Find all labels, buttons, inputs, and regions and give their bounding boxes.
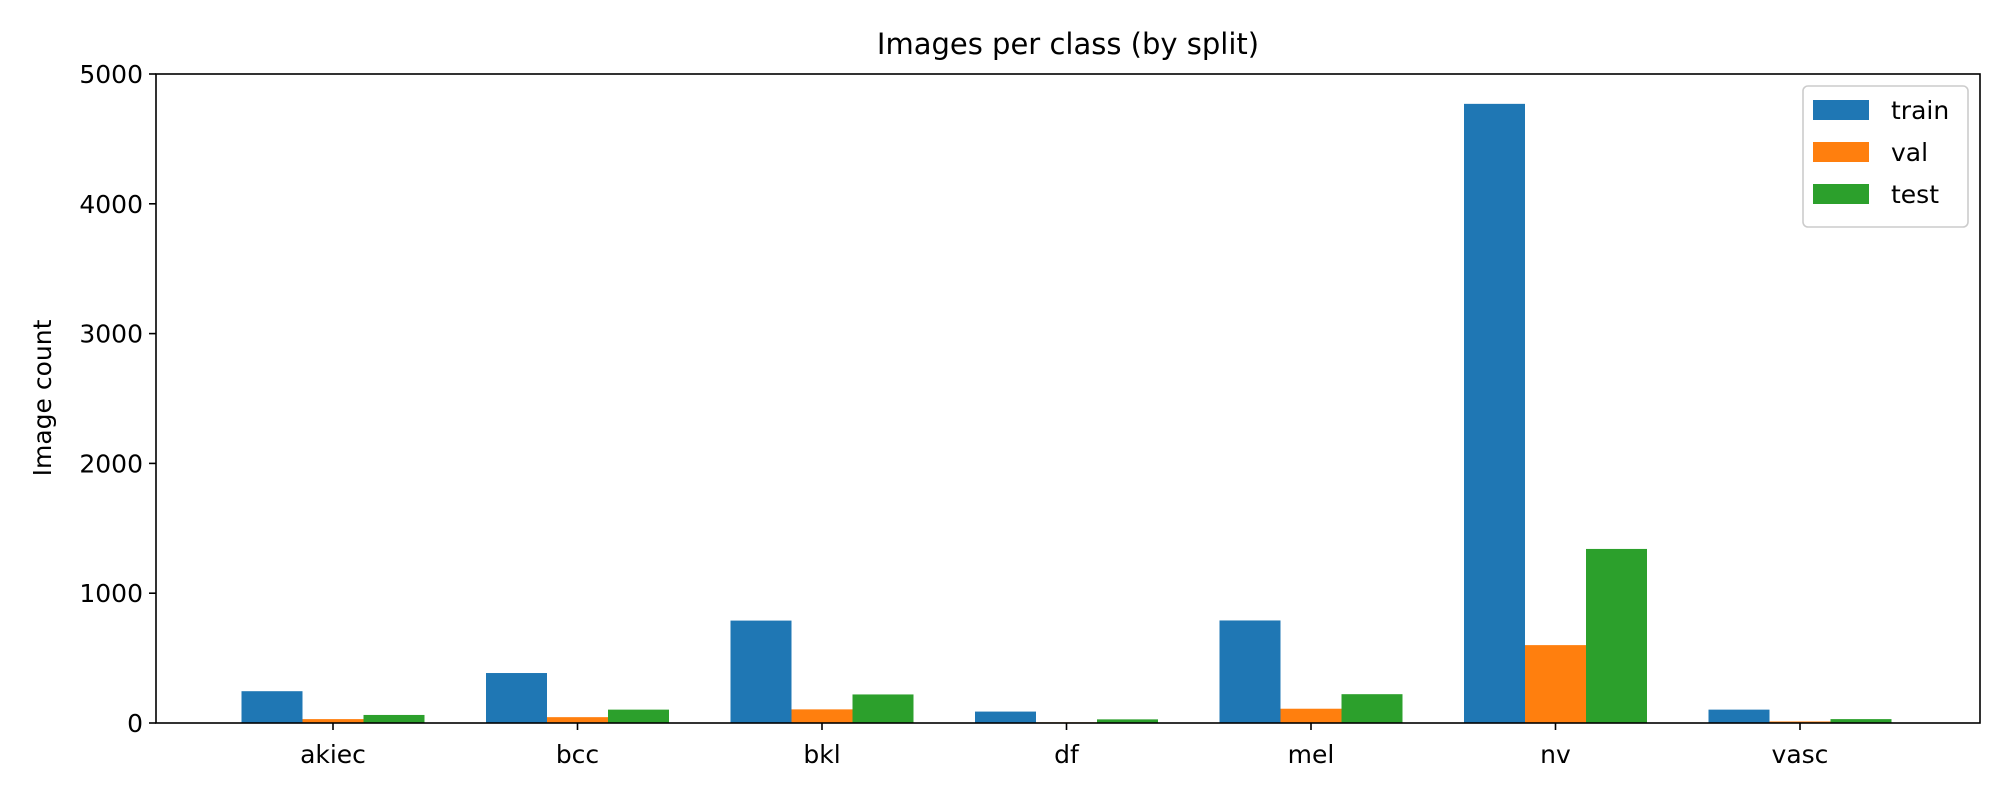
legend-swatch-train bbox=[1813, 100, 1869, 120]
x-tick-label-bcc: bcc bbox=[556, 740, 599, 769]
bar-train-nv bbox=[1464, 103, 1525, 723]
bar-test-akiec bbox=[363, 714, 425, 723]
x-axis: akiec bcc bkl df mel nv vasc bbox=[300, 723, 1828, 769]
y-tick-label: 4000 bbox=[79, 190, 143, 219]
y-tick-label: 0 bbox=[127, 709, 143, 738]
x-tick-label-akiec: akiec bbox=[300, 740, 366, 769]
legend-label-train: train bbox=[1891, 96, 1949, 125]
bar-test-nv bbox=[1586, 548, 1647, 723]
bar-val-bkl bbox=[791, 709, 853, 723]
y-axis-label: Image count bbox=[28, 319, 57, 476]
bar-test-bkl bbox=[852, 694, 914, 723]
legend: train val test bbox=[1802, 85, 1969, 228]
bar-train-vasc bbox=[1708, 709, 1770, 723]
legend-label-test: test bbox=[1891, 180, 1939, 209]
plot-frame bbox=[155, 73, 1981, 724]
bar-test-bcc bbox=[608, 709, 669, 723]
bar-train-mel bbox=[1219, 620, 1281, 723]
legend-swatch-test bbox=[1813, 184, 1869, 204]
bar-train-df bbox=[975, 711, 1036, 723]
x-tick-label-mel: mel bbox=[1288, 740, 1335, 769]
bars bbox=[241, 103, 1892, 723]
y-tick-label: 3000 bbox=[79, 320, 143, 349]
legend-swatch-val bbox=[1813, 142, 1869, 162]
y-tick-label: 2000 bbox=[79, 449, 143, 478]
y-axis: 0 1000 2000 3000 4000 5000 bbox=[79, 60, 156, 738]
bar-val-mel bbox=[1280, 708, 1342, 723]
bar-train-akiec bbox=[241, 691, 303, 723]
x-tick-label-vasc: vasc bbox=[1772, 740, 1829, 769]
bar-train-bkl bbox=[730, 620, 792, 723]
bar-train-bcc bbox=[486, 673, 547, 723]
y-tick-label: 1000 bbox=[79, 579, 143, 608]
chart-title: Images per class (by split) bbox=[877, 27, 1259, 61]
bar-val-nv bbox=[1525, 645, 1586, 723]
bar-test-df bbox=[1097, 719, 1158, 723]
bar-test-mel bbox=[1341, 694, 1403, 723]
x-tick-label-bkl: bkl bbox=[803, 740, 840, 769]
bar-val-akiec bbox=[302, 719, 364, 723]
bar-val-bcc bbox=[547, 717, 608, 723]
legend-label-val: val bbox=[1891, 138, 1928, 167]
bar-test-vasc bbox=[1830, 719, 1892, 723]
x-tick-label-nv: nv bbox=[1540, 740, 1571, 769]
x-tick-label-df: df bbox=[1054, 740, 1080, 769]
y-tick-label: 5000 bbox=[79, 60, 143, 89]
